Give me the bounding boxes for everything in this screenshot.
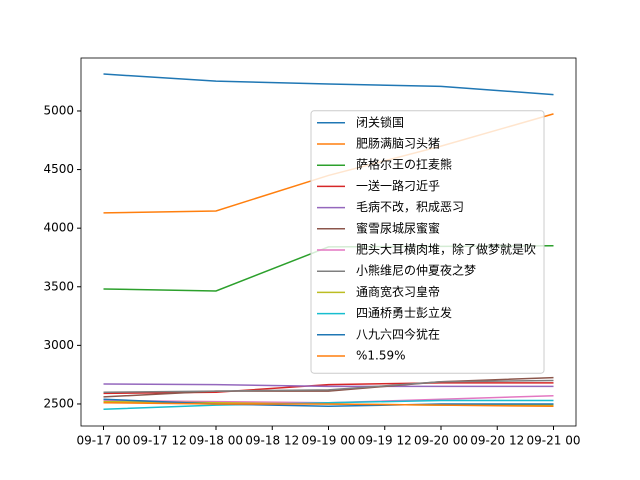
y-tick-label: 4500 — [43, 162, 74, 176]
series-line — [103, 379, 554, 393]
x-tick-label: 09-20 12 — [470, 434, 524, 448]
x-tick-label: 09-17 00 — [77, 434, 131, 448]
legend-label: 肥头大耳横肉堆，除了做梦就是吹 — [356, 242, 536, 257]
plot-frame — [80, 57, 577, 427]
y-tick-label: 5000 — [43, 103, 74, 117]
x-tick-label: 09-21 00 — [527, 434, 581, 448]
x-tick-label: 09-18 00 — [189, 434, 243, 448]
x-tick-label: 09-19 00 — [302, 434, 356, 448]
y-tick-label: 3500 — [43, 279, 74, 293]
legend-label: 萨格尔王の扛麦熊 — [356, 157, 452, 172]
legend-label: 毛病不改，积成恶习 — [356, 199, 464, 214]
legend-label: 肥肠满脑习头猪 — [356, 137, 440, 151]
legend-label: 蜜雪尿城尿蜜蜜 — [356, 220, 440, 235]
legend-label: 八九六四今犹在 — [356, 326, 440, 341]
series-line — [103, 402, 554, 408]
x-tick-label: 09-20 00 — [414, 434, 468, 448]
series-line — [103, 383, 554, 388]
legend-label: 小熊维尼の仲夏夜之梦 — [356, 263, 476, 278]
legend-label: 一送一路刁近乎 — [356, 178, 440, 193]
series-line — [103, 376, 554, 398]
series-line — [103, 399, 554, 410]
legend-label: 通商宽衣习皇帝 — [356, 284, 440, 299]
legend: 闭关锁国肥肠满脑习头猪萨格尔王の扛麦熊一送一路刁近乎毛病不改，积成恶习蜜雪尿城尿… — [310, 110, 545, 374]
series-line — [103, 73, 554, 96]
x-tick-label: 09-19 12 — [358, 434, 412, 448]
legend-box — [310, 110, 545, 374]
legend-label: 四通桥勇士彭立发 — [356, 305, 452, 320]
x-tick-label: 09-18 12 — [245, 434, 299, 448]
y-tick-label: 4000 — [43, 221, 74, 235]
series-line — [103, 398, 554, 408]
x-tick-label: 09-17 12 — [133, 434, 187, 448]
legend-label: 闭关锁国 — [356, 114, 404, 129]
legend-label: %1.59% — [356, 349, 406, 363]
y-tick-label: 2500 — [43, 396, 74, 410]
y-tick-label: 3000 — [43, 338, 74, 352]
